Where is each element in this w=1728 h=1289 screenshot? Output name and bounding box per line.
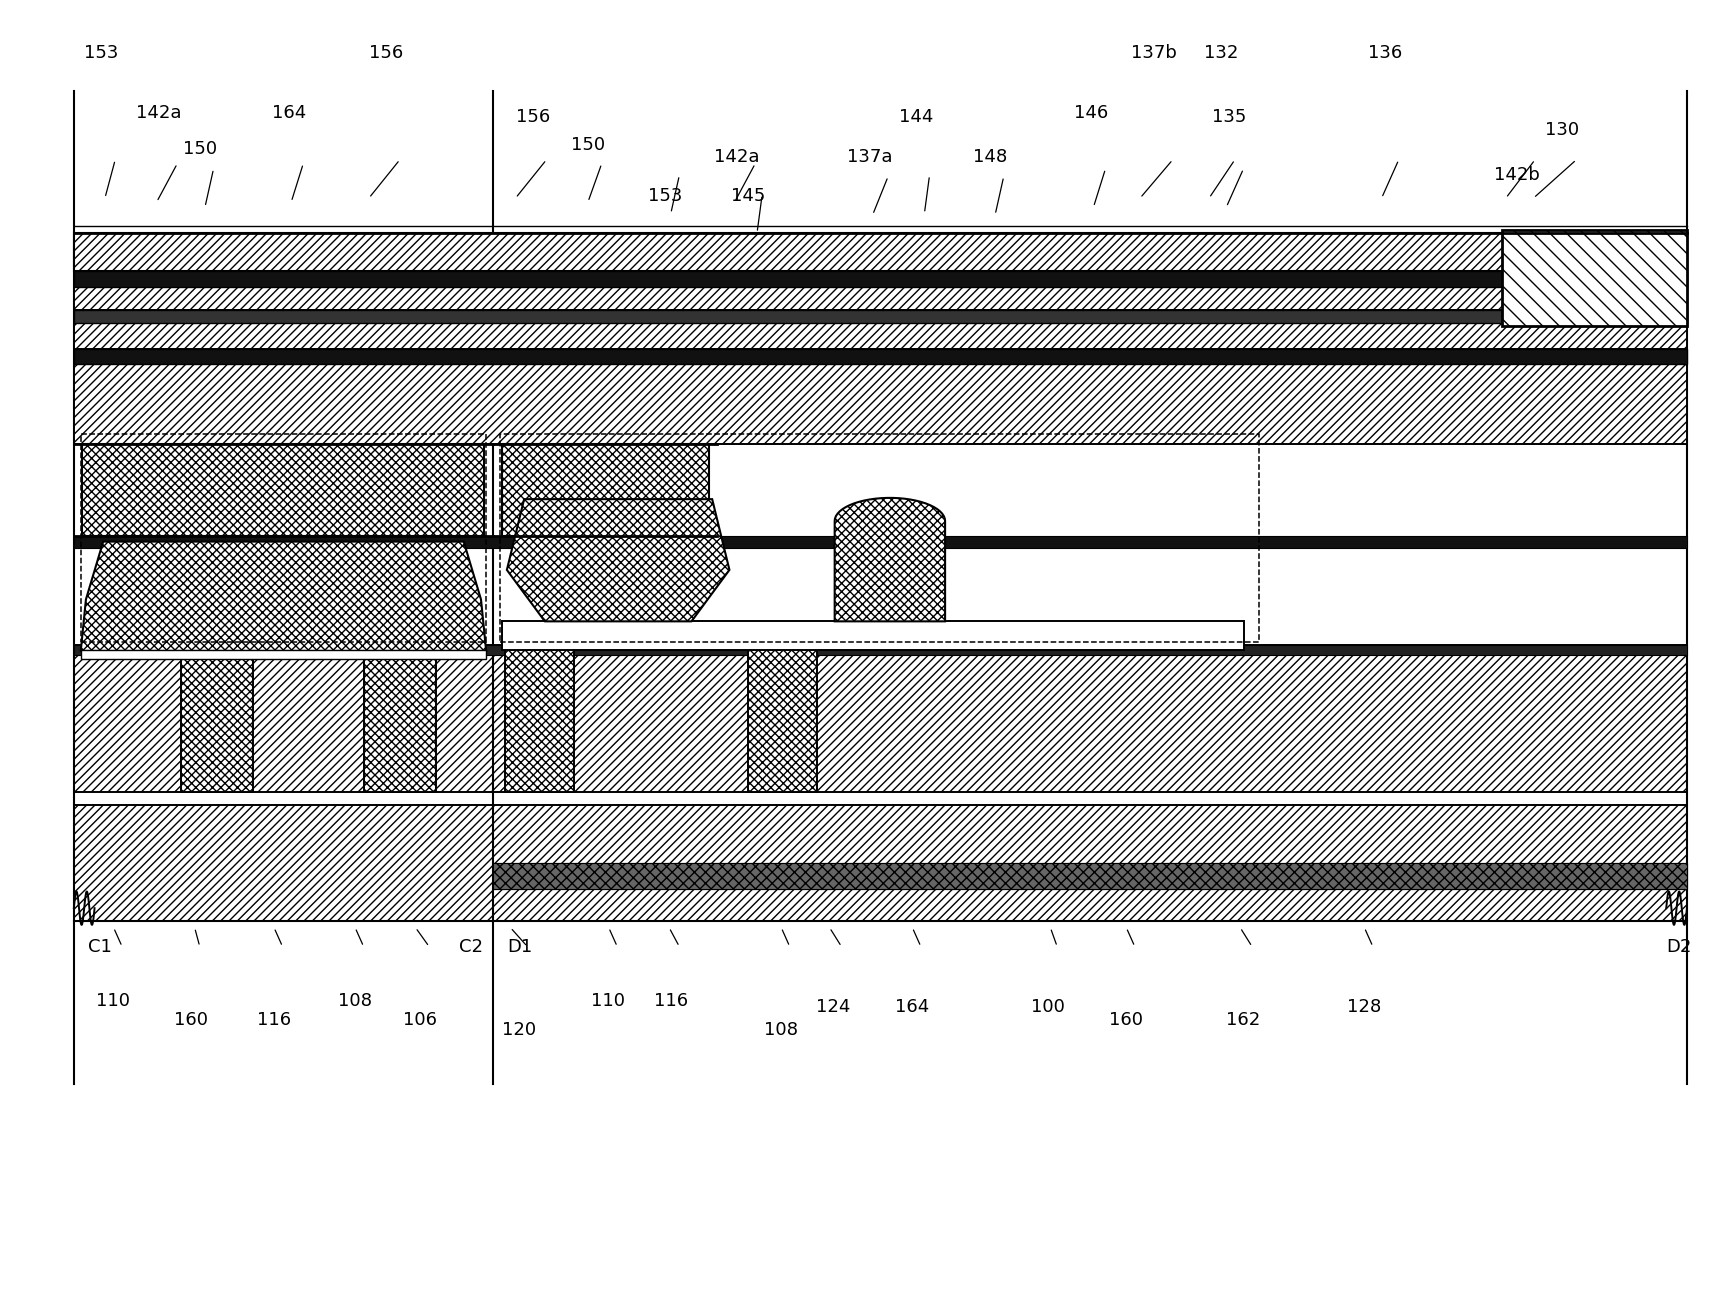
Text: D2: D2 [1666,938,1692,955]
Text: 108: 108 [337,991,372,1009]
Text: 150: 150 [183,141,216,159]
Text: 128: 128 [1348,998,1381,1016]
Text: 124: 124 [816,998,850,1016]
Text: 142b: 142b [1493,166,1540,184]
Text: 153: 153 [85,44,119,62]
Text: 142a: 142a [714,148,759,166]
Bar [74,806,492,922]
Text: 146: 146 [1075,104,1109,122]
Text: 137b: 137b [1132,44,1177,62]
Text: C2: C2 [458,938,482,955]
Text: 156: 156 [515,108,550,126]
Text: 110: 110 [97,991,130,1009]
Text: 160: 160 [1109,1011,1142,1029]
Bar [181,644,254,793]
Bar [74,311,1687,324]
Bar [74,233,1687,272]
Text: 108: 108 [764,1021,798,1039]
Polygon shape [81,541,486,651]
Text: C1: C1 [88,938,112,955]
Text: 160: 160 [175,1011,207,1029]
Text: 137a: 137a [847,148,892,166]
Bar [501,621,1244,650]
Bar [492,806,1687,922]
Polygon shape [835,498,945,621]
Bar [74,348,1687,363]
Bar [492,864,1687,889]
Bar [74,363,1687,443]
Text: 164: 164 [895,998,930,1016]
Text: 148: 148 [973,148,1007,166]
Bar [492,864,1687,889]
Bar [748,644,817,793]
Text: 156: 156 [368,44,403,62]
Bar [83,443,484,536]
Text: 144: 144 [899,108,933,126]
Text: 116: 116 [257,1011,290,1029]
Text: 142a: 142a [137,104,181,122]
Bar [1502,231,1687,326]
Bar [81,650,486,659]
Bar [74,644,1687,655]
Bar [81,433,486,642]
Bar [492,644,1687,793]
Text: 135: 135 [1213,108,1248,126]
Bar [74,644,492,793]
Text: 100: 100 [1032,998,1064,1016]
Text: 145: 145 [731,187,766,205]
Text: 110: 110 [591,991,626,1009]
Text: D1: D1 [506,938,532,955]
Text: 116: 116 [653,991,688,1009]
Bar [505,644,574,793]
Polygon shape [506,499,729,621]
Bar [499,433,1260,642]
Bar [74,272,1687,287]
Text: 150: 150 [570,137,605,155]
Text: 106: 106 [403,1011,437,1029]
Bar [74,287,1687,311]
Text: 164: 164 [273,104,306,122]
Text: 132: 132 [1204,44,1239,62]
Bar [74,324,1687,348]
Bar [501,443,708,536]
Bar [74,536,1687,548]
Text: 153: 153 [648,187,683,205]
Bar [363,644,435,793]
Text: 130: 130 [1545,121,1579,139]
Text: 162: 162 [1227,1011,1260,1029]
Text: 136: 136 [1369,44,1401,62]
Text: 120: 120 [501,1021,536,1039]
